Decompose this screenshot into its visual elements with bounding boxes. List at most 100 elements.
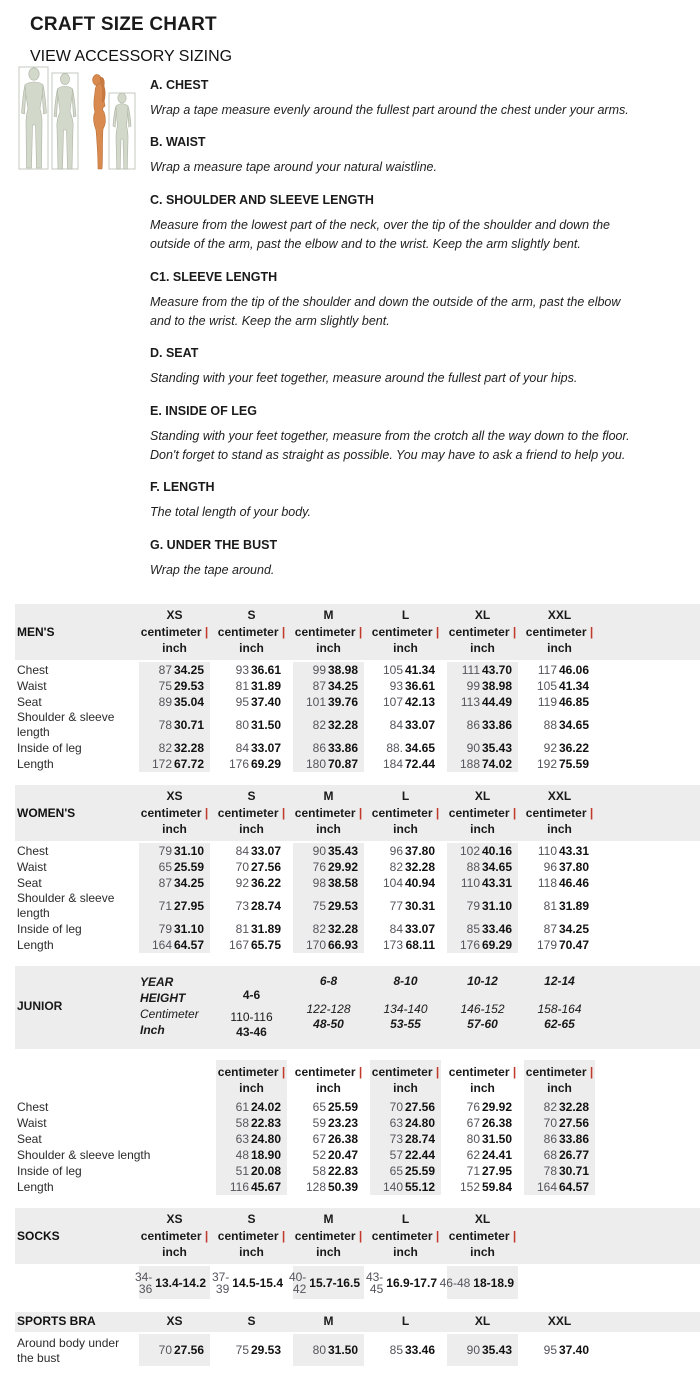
row-label <box>15 1060 216 1100</box>
inch-value: 34.25 <box>173 663 204 678</box>
cm-value: 105 <box>382 663 403 678</box>
inch-value: 70.47 <box>558 938 589 953</box>
cm-value: 79 <box>158 922 172 937</box>
inch-value: 31.10 <box>173 844 204 859</box>
pipe-divider: | <box>358 1065 363 1080</box>
inch-value: 66.93 <box>327 938 358 953</box>
size-label: XS <box>166 1212 183 1227</box>
size-label: XL <box>474 789 491 804</box>
size-cell: 87 34.25 <box>524 921 595 937</box>
size-cell: 107 42.13 <box>370 694 441 710</box>
inch-value: 20.08 <box>250 1164 281 1179</box>
size-cell: 93 36.61 <box>370 678 441 694</box>
inch-value: 27.56 <box>250 860 281 875</box>
measurement-heading: F. LENGTH <box>150 480 215 495</box>
cm-value: 172 <box>151 757 172 772</box>
inch-value: 32.28 <box>327 718 358 733</box>
unit-column-header: centimeter | inch <box>370 1060 441 1100</box>
inch-value: 37.40 <box>250 695 281 710</box>
row-label: Chest <box>15 843 139 860</box>
junior-year-column-header: 4-6 110-116 43-46 <box>216 972 287 1040</box>
cm-value: 105 <box>536 679 557 694</box>
cm-value: 78 <box>158 718 172 733</box>
size-cell: 172 67.72 <box>139 756 210 773</box>
cm-value: 87 <box>312 679 326 694</box>
size-cell: 86 33.86 <box>524 1131 595 1148</box>
inch-value: 13.4-14.2 <box>155 1275 206 1290</box>
inch-value: 29.92 <box>481 1100 512 1115</box>
cm-value: 65 <box>389 1164 403 1179</box>
pipe-divider: | <box>589 806 594 821</box>
cm-value: 87 <box>158 663 172 678</box>
inch-value: 39.76 <box>327 695 358 710</box>
inch-value: 18.90 <box>250 1148 281 1163</box>
size-label: L <box>401 1212 410 1227</box>
inch-value: 41.34 <box>558 679 589 694</box>
junior-height-range: 110-116 43-46 <box>216 1010 287 1040</box>
size-label: S <box>247 1212 256 1227</box>
cm-value: 140 <box>382 1180 403 1195</box>
size-cell: 140 55.12 <box>370 1179 441 1196</box>
size-cell: 95 37.40 <box>524 1334 595 1366</box>
cm-value: 86 <box>466 718 480 733</box>
size-cell: 78 30.71 <box>139 710 210 741</box>
size-label: L <box>401 1314 410 1329</box>
table-row: Inside of leg 51 20.08 58 22.83 65 25.59 71 27.9… <box>15 1163 700 1180</box>
size-cell: 70 27.56 <box>524 1115 595 1132</box>
inch-value: 29.53 <box>327 899 358 914</box>
cm-value: 82 <box>389 860 403 875</box>
size-cell: 87 34.25 <box>139 662 210 679</box>
page-title: CRAFT SIZE CHART <box>30 14 217 35</box>
pipe-divider: | <box>435 806 440 821</box>
inch-value: 75.59 <box>558 757 589 772</box>
cm-value: 76 <box>312 860 326 875</box>
page-header: CRAFT SIZE CHART VIEW ACCESSORY SIZING <box>0 0 700 604</box>
table-row: Seat 63 24.80 67 26.38 73 28.74 80 31.50 86 33.86 <box>15 1131 700 1148</box>
inch-value: 31.50 <box>250 718 281 733</box>
inch-value: 24.02 <box>250 1100 281 1115</box>
cm-value: 78 <box>543 1164 557 1179</box>
unit-column-header: centimeter | inch <box>447 1060 518 1099</box>
pipe-divider: | <box>358 1229 363 1244</box>
pipe-divider: | <box>435 1229 440 1244</box>
size-cell: 65 25.59 <box>293 1099 364 1115</box>
cm-value: 82 <box>312 922 326 937</box>
size-cell: 95 37.40 <box>216 694 287 710</box>
inch-value: 24.41 <box>481 1148 512 1163</box>
measurement-item: G. UNDER THE BUST Wrap the tape around. <box>150 538 630 580</box>
row-label: Inside of leg <box>15 740 139 757</box>
size-label: XL <box>474 608 491 623</box>
size-cell: 52 20.47 <box>293 1147 364 1163</box>
cm-value: 70 <box>158 1343 172 1358</box>
unit-label: centimeter | <box>525 1065 594 1080</box>
inch-value: 32.28 <box>173 741 204 756</box>
inch-value: 64.57 <box>173 938 204 953</box>
table-row: Length 164 64.57 167 65.75 170 66.93 173 68.11 17… <box>15 937 700 954</box>
inch-value: 30.71 <box>173 718 204 733</box>
cm-value: 67 <box>466 1116 480 1131</box>
inch-value: 37.40 <box>558 1343 589 1358</box>
inch-value: 72.44 <box>404 757 435 772</box>
cm-value: 192 <box>536 757 557 772</box>
view-accessory-sizing-link[interactable]: VIEW ACCESSORY SIZING <box>30 48 233 65</box>
unit-label: centimeter | <box>140 806 209 821</box>
cm-value: 82 <box>158 741 172 756</box>
size-cell: 82 32.28 <box>524 1099 595 1116</box>
inch-value: 43.31 <box>558 844 589 859</box>
size-label: S <box>247 608 256 623</box>
inch-value: 35.43 <box>481 1343 512 1358</box>
pipe-divider: | <box>512 1229 517 1244</box>
cm-value: 119 <box>537 695 557 710</box>
cm-value: 75 <box>312 899 326 914</box>
pipe-divider: | <box>435 1065 440 1080</box>
size-cell: 75 29.53 <box>216 1334 287 1366</box>
cm-value: 71 <box>466 1164 480 1179</box>
measurement-description: Wrap a tape measure evenly around the fu… <box>150 103 629 117</box>
inch-value: 29.92 <box>327 860 358 875</box>
size-label: S <box>247 789 256 804</box>
size-cell: 96 37.80 <box>370 843 441 859</box>
cm-value: 46-48 <box>439 1275 471 1290</box>
cm-value: 110 <box>537 844 557 859</box>
